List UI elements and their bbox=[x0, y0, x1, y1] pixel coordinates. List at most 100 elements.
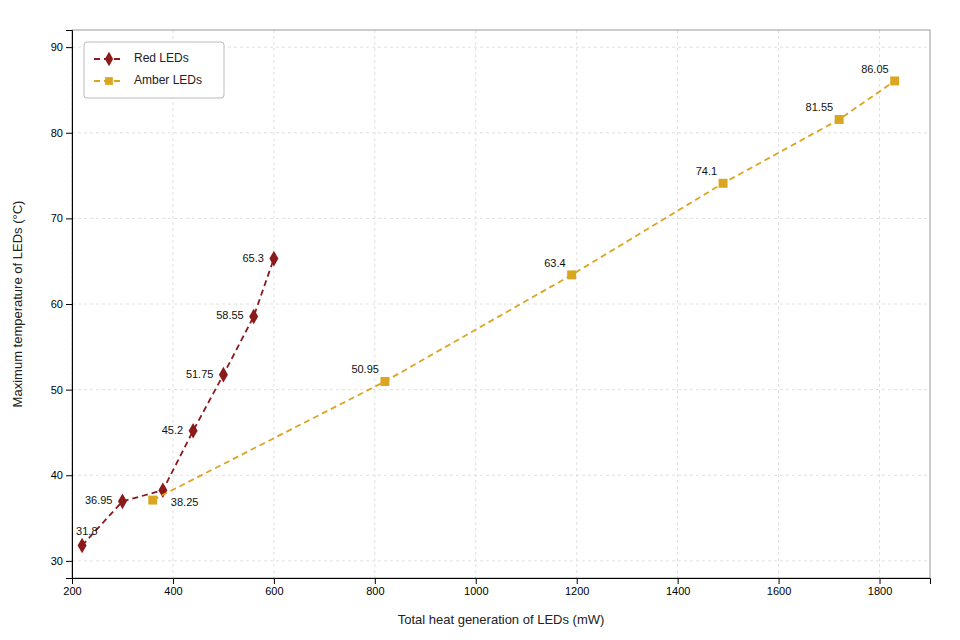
grid-line-x bbox=[677, 30, 678, 578]
point bbox=[189, 423, 198, 439]
legend-box bbox=[84, 42, 224, 98]
y-tick-mark bbox=[66, 47, 72, 48]
point bbox=[148, 496, 157, 505]
y-tick: 90 bbox=[51, 41, 72, 53]
x-tick-label: 800 bbox=[366, 585, 384, 597]
grid-line-x bbox=[879, 30, 880, 578]
x-tick: 1800 bbox=[868, 578, 892, 597]
data-layer bbox=[78, 76, 900, 553]
point bbox=[249, 309, 258, 325]
x-tick-mark bbox=[274, 578, 275, 584]
x-tick: 1000 bbox=[464, 578, 488, 597]
legend-symbol bbox=[105, 52, 113, 66]
grid-line-y bbox=[72, 304, 930, 305]
y-axis: 30 40 50 60 70 80 90 bbox=[51, 31, 73, 579]
y-tick-label: 80 bbox=[51, 127, 63, 139]
x-tick-mark bbox=[880, 578, 881, 584]
y-tick: 30 bbox=[51, 555, 72, 567]
data-label: 36.95 bbox=[85, 494, 113, 506]
y-tick: 70 bbox=[51, 212, 72, 224]
point bbox=[567, 270, 576, 279]
x-tick-label: 1400 bbox=[666, 585, 690, 597]
x-tick-label: 600 bbox=[265, 585, 283, 597]
data-label: 50.95 bbox=[351, 363, 379, 375]
data-label: 45.2 bbox=[162, 424, 183, 436]
point bbox=[78, 538, 87, 554]
point bbox=[380, 377, 389, 386]
x-tick-label: 1000 bbox=[464, 585, 488, 597]
y-tick-label: 50 bbox=[51, 384, 63, 396]
legend-label: Amber LEDs bbox=[134, 73, 202, 87]
point bbox=[890, 76, 899, 85]
data-label: 81.55 bbox=[806, 101, 834, 113]
data-label: 58.55 bbox=[216, 309, 244, 321]
y-tick-mark bbox=[66, 133, 72, 134]
y-tick-label: 90 bbox=[51, 41, 63, 53]
y-tick-label: 70 bbox=[51, 212, 63, 224]
x-tick: 800 bbox=[366, 578, 384, 597]
chart: 200 400 600 800 1000 1200 1400 1600 1800 30 40 50 60… bbox=[0, 0, 960, 640]
grid-line-x bbox=[778, 30, 779, 578]
grid bbox=[72, 30, 930, 578]
data-label: 31.8 bbox=[76, 525, 97, 537]
legend: Red LEDs Amber LEDs bbox=[84, 42, 224, 98]
y-tick-label: 40 bbox=[51, 469, 63, 481]
data-label: 63.4 bbox=[544, 257, 565, 269]
data-label: 65.3 bbox=[242, 252, 263, 264]
grid-line-y bbox=[72, 132, 930, 133]
x-tick-mark bbox=[476, 578, 477, 584]
y-axis-line bbox=[66, 31, 73, 579]
x-axis-line bbox=[73, 579, 931, 585]
x-tick-mark bbox=[173, 578, 174, 584]
y-tick-mark bbox=[66, 561, 72, 562]
y-tick-mark bbox=[66, 218, 72, 219]
y-tick-mark bbox=[66, 390, 72, 391]
y-axis-title: Maximum temperature of LEDs (°C) bbox=[10, 201, 25, 408]
point bbox=[118, 494, 127, 510]
point bbox=[219, 367, 228, 383]
point bbox=[269, 251, 278, 267]
data-label: 38.25 bbox=[171, 496, 199, 508]
data-labels: 31.8 36.95 38.25 45.2 51.75 58.55 65.3 50.95 63.… bbox=[76, 63, 889, 538]
x-tick-label: 200 bbox=[63, 585, 81, 597]
series-line bbox=[153, 81, 895, 500]
x-tick-mark bbox=[678, 578, 679, 584]
y-tick-mark bbox=[66, 304, 72, 305]
y-tick: 80 bbox=[51, 127, 72, 139]
x-tick-label: 1600 bbox=[767, 585, 791, 597]
data-label: 51.75 bbox=[186, 368, 214, 380]
grid-line-y bbox=[72, 218, 930, 219]
plot: 200 400 600 800 1000 1200 1400 1600 1800 30 40 50 60… bbox=[10, 30, 931, 627]
y-tick: 60 bbox=[51, 298, 72, 310]
y-tick: 40 bbox=[51, 469, 72, 481]
x-tick-mark bbox=[375, 578, 376, 584]
x-tick: 1600 bbox=[767, 578, 791, 597]
series-line bbox=[82, 259, 274, 546]
x-tick-label: 1200 bbox=[565, 585, 589, 597]
point bbox=[835, 115, 844, 124]
legend-symbol bbox=[105, 77, 113, 85]
legend-item: Amber LEDs bbox=[94, 73, 202, 87]
y-tick: 50 bbox=[51, 384, 72, 396]
x-tick-label: 400 bbox=[164, 585, 182, 597]
legend-item: Red LEDs bbox=[94, 51, 189, 66]
y-tick-mark bbox=[66, 475, 72, 476]
plot-frame bbox=[72, 30, 930, 578]
y-tick-label: 60 bbox=[51, 298, 63, 310]
y-tick-label: 30 bbox=[51, 555, 63, 567]
x-tick: 400 bbox=[164, 578, 182, 597]
x-axis-title: Total heat generation of LEDs (mW) bbox=[398, 612, 605, 627]
grid-line-x bbox=[273, 30, 274, 578]
x-tick: 1200 bbox=[565, 578, 589, 597]
x-tick: 1400 bbox=[666, 578, 690, 597]
x-tick-label: 1800 bbox=[868, 585, 892, 597]
grid-line-y bbox=[72, 389, 930, 390]
x-tick: 200 bbox=[63, 578, 81, 597]
x-tick: 600 bbox=[265, 578, 283, 597]
legend-label: Red LEDs bbox=[134, 51, 189, 65]
x-tick-mark bbox=[779, 578, 780, 584]
x-axis: 200 400 600 800 1000 1200 1400 1600 1800 bbox=[63, 578, 930, 597]
x-tick-mark bbox=[577, 578, 578, 584]
grid-line-y bbox=[72, 560, 930, 561]
point bbox=[719, 179, 728, 188]
